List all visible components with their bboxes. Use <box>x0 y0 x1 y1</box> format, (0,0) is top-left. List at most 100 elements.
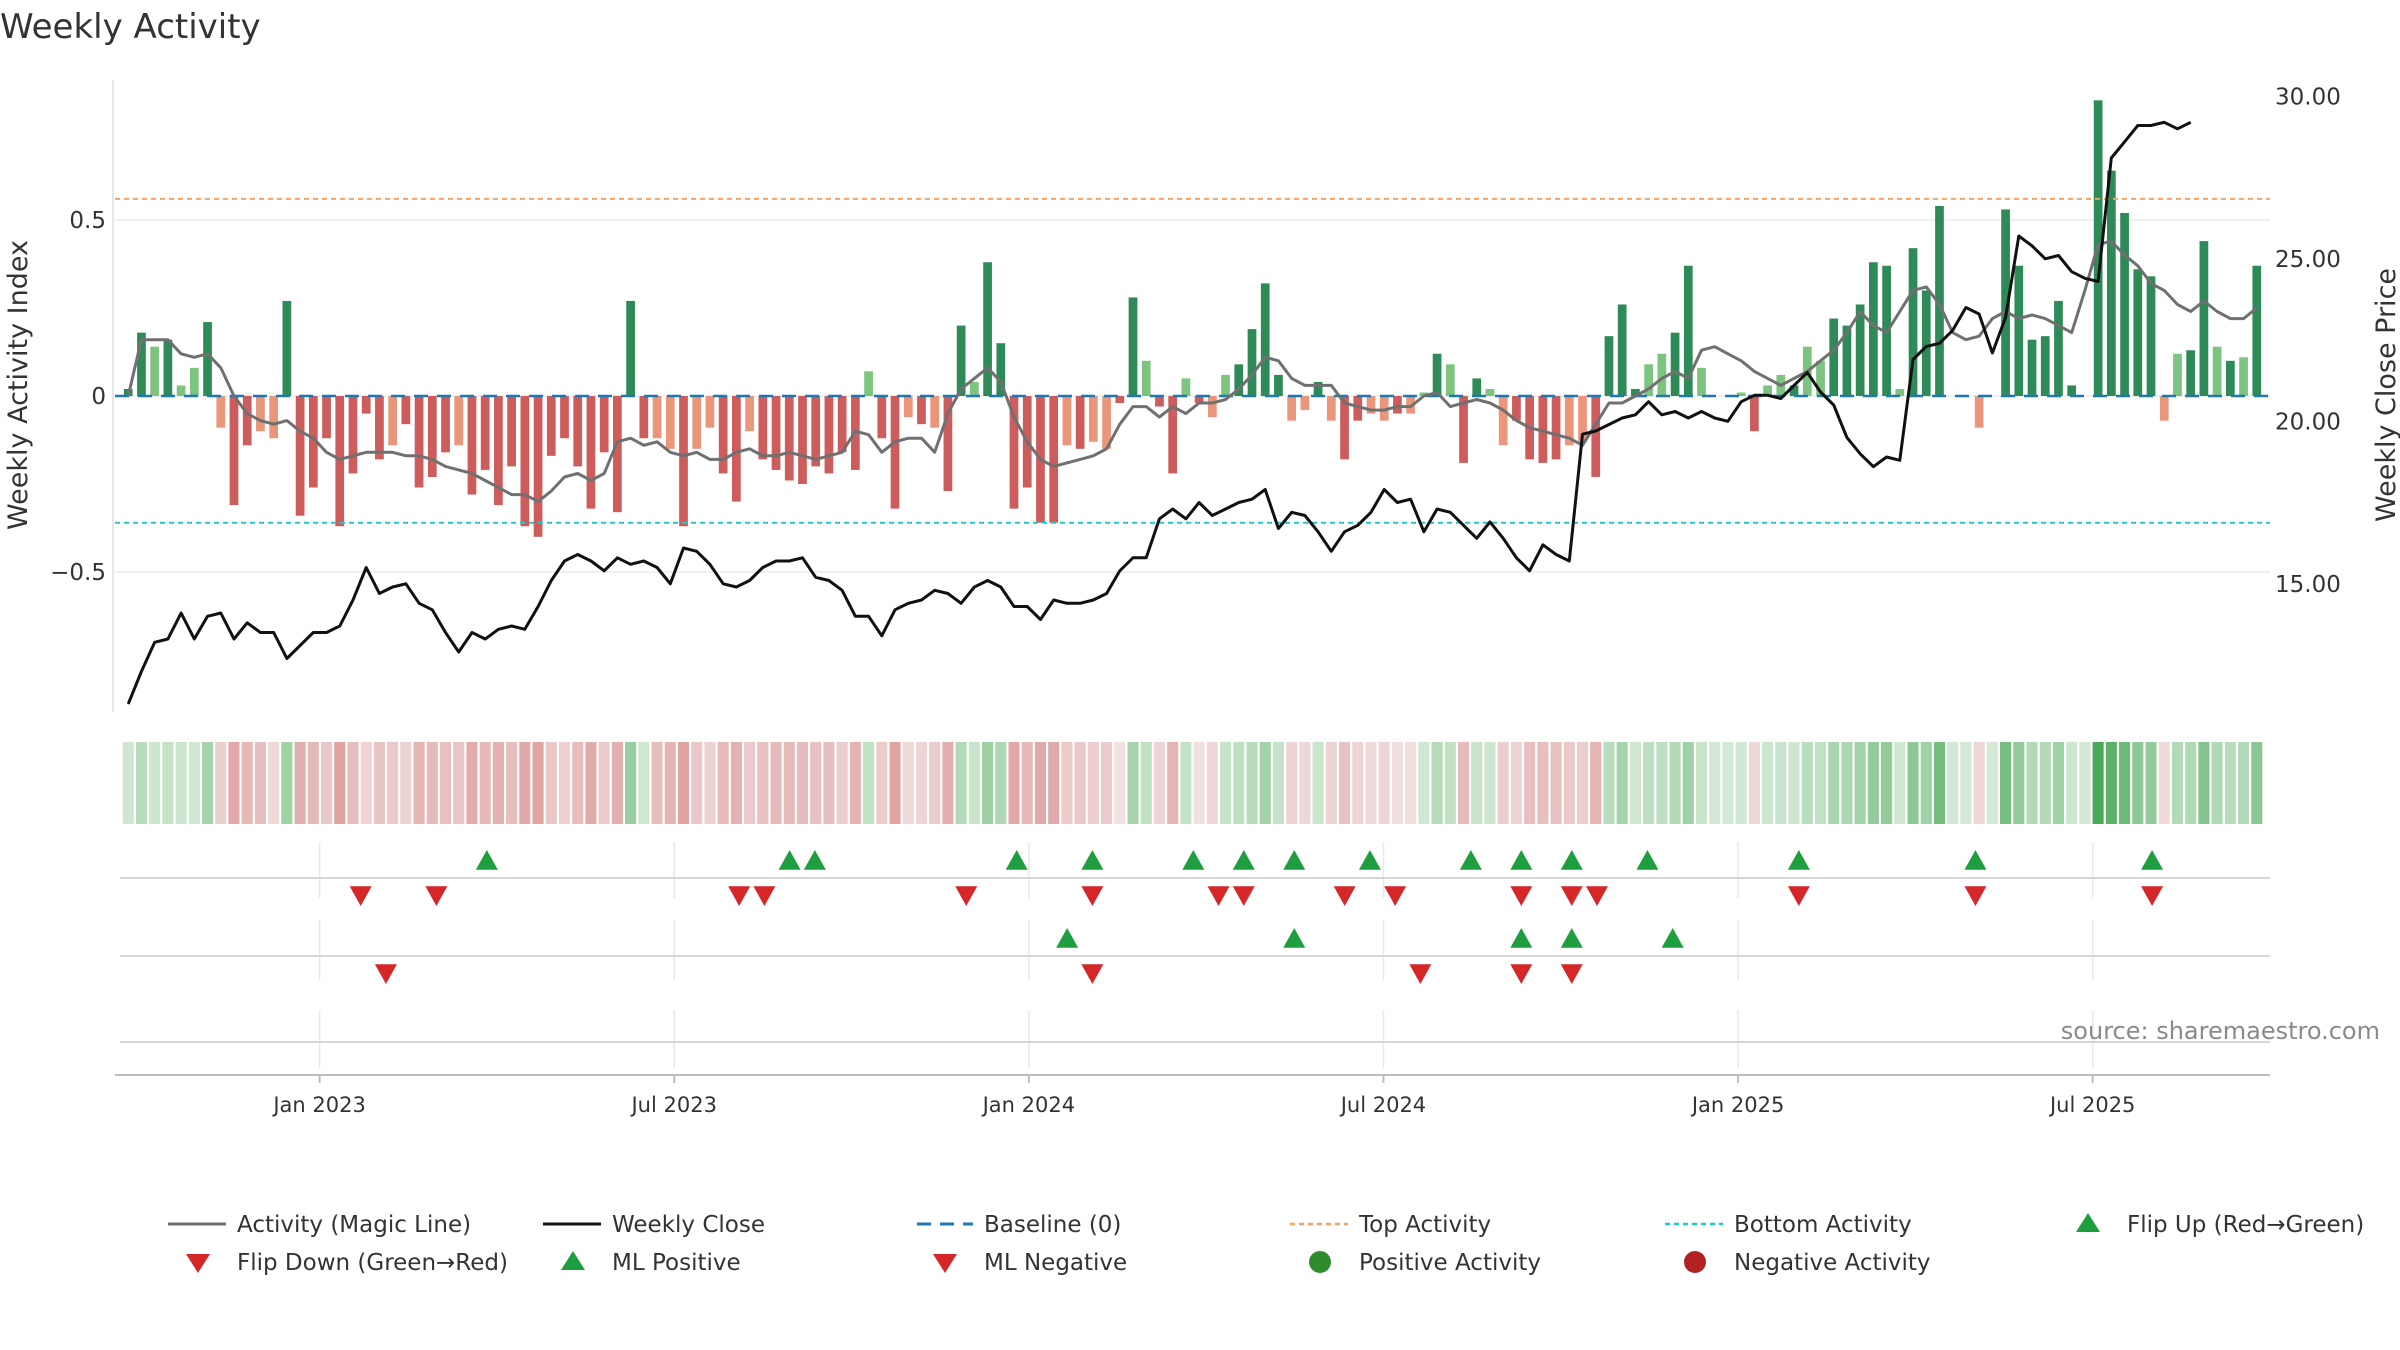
activity-bar <box>811 396 821 467</box>
activity-bar <box>375 396 384 460</box>
activity-bar <box>507 396 516 467</box>
strip-cell <box>2105 742 2117 824</box>
strip-cell <box>1312 742 1324 824</box>
flip-down-marker <box>425 886 448 906</box>
flip-up-marker <box>778 850 801 870</box>
strip-cell <box>2052 742 2065 824</box>
activity-bar <box>1498 396 1508 446</box>
strip-cell <box>1365 742 1377 824</box>
activity-bar <box>1379 396 1389 421</box>
y2-tick-label: 20.00 <box>2275 409 2341 435</box>
strip-cell <box>572 742 584 824</box>
activity-bar <box>679 396 688 527</box>
activity-bar <box>1617 304 1627 396</box>
strip-cell <box>2158 742 2170 824</box>
x-tick-label: Jan 2024 <box>981 1093 1076 1117</box>
activity-bar <box>983 262 992 396</box>
strip-cell <box>1497 742 1509 824</box>
activity-bar <box>242 396 252 446</box>
strip-cell <box>651 742 663 824</box>
strip-cell <box>2079 742 2091 824</box>
flip-up-marker <box>1636 850 1659 870</box>
activity-bar <box>2054 300 2063 396</box>
strip-cell <box>1748 742 1760 824</box>
activity-bar <box>1736 392 1746 396</box>
strip-cell <box>598 742 610 824</box>
activity-bar <box>256 396 265 432</box>
ml-positive-marker <box>1056 928 1079 948</box>
legend-bottom-activity-label: Bottom Activity <box>1734 1212 1912 1238</box>
strip-cell <box>1854 742 1866 824</box>
strip-cell <box>1167 742 1179 824</box>
strip-cell <box>466 742 478 824</box>
strip-cell <box>506 742 518 824</box>
strip-cell <box>968 742 980 824</box>
strip-cell <box>1643 742 1655 824</box>
strip-cell <box>413 742 425 824</box>
strip-cell <box>942 742 954 824</box>
strip-cell <box>347 742 359 824</box>
strip-cell <box>1524 742 1536 824</box>
strip-cell <box>1074 742 1086 824</box>
strip-cell <box>320 742 333 824</box>
flip-up-marker <box>1459 850 1482 870</box>
strip-cell <box>1576 742 1589 824</box>
strip-cell <box>1021 742 1033 824</box>
strip-cell <box>1180 742 1192 824</box>
strip-cell <box>1682 742 1694 824</box>
activity-bar <box>956 325 966 396</box>
activity-bar <box>1128 297 1138 396</box>
activity-bar <box>1366 396 1376 414</box>
strip-cell <box>638 742 650 824</box>
activity-bar <box>1326 396 1336 421</box>
strip-cell <box>1048 742 1060 824</box>
strip-cell <box>1114 742 1126 824</box>
strip-cell <box>453 742 465 824</box>
strip-cell <box>664 742 676 824</box>
activity-bar <box>1274 374 1283 396</box>
strip-cell <box>611 742 623 824</box>
y-tick-label: 0 <box>91 384 106 410</box>
activity-bar <box>1194 396 1204 404</box>
activity-bar <box>1604 336 1614 396</box>
activity-bar <box>1578 396 1587 442</box>
activity-bar <box>2027 339 2037 396</box>
strip-cell <box>677 742 690 824</box>
strip-cell <box>387 742 399 824</box>
strip-cell <box>479 742 491 824</box>
signal-markers <box>349 850 2164 984</box>
legend-top-activity-label: Top Activity <box>1358 1212 1491 1238</box>
activity-bar <box>1009 396 1019 509</box>
activity-bar <box>1155 396 1164 407</box>
ml-positive-marker <box>1283 928 1306 948</box>
strip-cell <box>955 742 967 824</box>
activity-bar <box>1287 396 1297 421</box>
activity-bar <box>1313 381 1323 396</box>
axes: 0.5 0 −0.5 30.00 25.00 20.00 15.00 Jan 2023 Jul … <box>50 80 2341 1117</box>
strip-cell <box>1603 742 1615 824</box>
strip-cell <box>1272 742 1284 824</box>
legend: Activity (Magic Line) Weekly Close Baselin… <box>168 1212 2364 1276</box>
flip-up-marker <box>1358 850 1381 870</box>
strip-cell <box>1246 742 1258 824</box>
strip-cell <box>995 742 1007 824</box>
strip-cell <box>1881 742 1893 824</box>
strip-cell <box>1431 742 1443 824</box>
flip-up-marker <box>1787 850 1810 870</box>
activity-bar <box>546 396 556 456</box>
legend-ml-negative-swatch <box>933 1254 957 1273</box>
flip-down-marker <box>1333 886 1356 906</box>
activity-bar <box>639 396 649 439</box>
activity-bar <box>771 396 781 470</box>
activity-bar <box>1750 396 1759 432</box>
activity-bar <box>692 396 702 449</box>
legend-baseline-0-label: Baseline (0) <box>984 1212 1121 1238</box>
flip-down-marker <box>753 886 776 906</box>
strip-cell <box>625 742 637 824</box>
activity-bar <box>176 385 186 396</box>
activity-bar <box>705 396 715 428</box>
strip-cell <box>744 742 756 824</box>
strip-cell <box>2132 742 2144 824</box>
activity-bar <box>626 300 635 396</box>
activity-bar <box>2146 276 2156 396</box>
